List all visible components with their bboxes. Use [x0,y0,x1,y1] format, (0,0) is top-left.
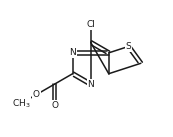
Text: CH$_3$: CH$_3$ [12,97,30,110]
Text: O: O [33,90,40,99]
Text: S: S [126,42,131,51]
Text: Cl: Cl [86,20,95,29]
Text: O: O [51,101,58,109]
Text: N: N [87,80,94,89]
Text: N: N [69,48,76,57]
